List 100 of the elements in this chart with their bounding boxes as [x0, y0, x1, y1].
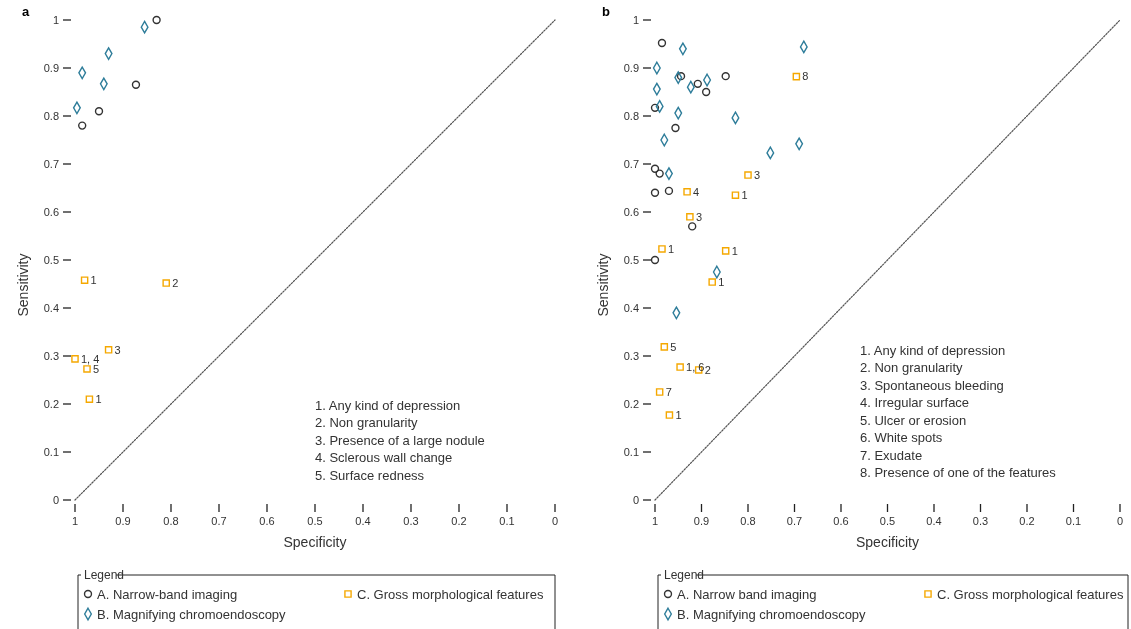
annotation: 1 [95, 393, 102, 406]
y-tick-label: 0.8 [623, 109, 639, 122]
legend-label: C. Gross morphological features [357, 586, 544, 602]
y-tick-label: 0.5 [43, 253, 59, 266]
point [152, 15, 161, 25]
annotation: 2. Non granularity [860, 360, 964, 376]
annotation: 4. Irregular surface [860, 395, 970, 411]
annotation: 1 [741, 189, 748, 202]
annotation: 1, 4 [81, 352, 100, 365]
point [721, 71, 730, 81]
point [686, 213, 694, 221]
point [658, 245, 666, 253]
annotation: 3 [754, 168, 761, 181]
y-tick-label: 0.2 [623, 397, 639, 410]
y-tick-label: 0.1 [43, 445, 59, 458]
legend-label: A. Narrow band imaging [677, 586, 817, 602]
annotation: 5 [670, 340, 677, 353]
x-tick-label: 0.4 [355, 515, 371, 527]
point [671, 123, 680, 133]
x-tick-label: 0.6 [259, 515, 275, 527]
y-tick-label: 0.7 [43, 157, 59, 170]
annotation: 3 [114, 343, 121, 356]
point [655, 169, 664, 178]
point [85, 395, 94, 403]
point [78, 121, 87, 130]
x-tick-label: 0.5 [879, 515, 896, 527]
point [650, 188, 660, 197]
y-tick-label: 0.5 [623, 253, 639, 266]
x-tick-label: 0.7 [211, 515, 227, 527]
y-tick-label: 0.1 [623, 445, 639, 458]
annotation: 6. White spots [860, 430, 943, 446]
annotation: 7 [665, 385, 672, 398]
y-tick-label: 1 [52, 13, 59, 26]
legend-label: A. Narrow-band imaging [97, 586, 238, 602]
x-tick-label: 0.2 [451, 515, 467, 527]
annotation: 8 [802, 70, 809, 83]
annotation: 3. Presence of a large nodule [315, 432, 485, 448]
y-tick-label: 0.9 [623, 61, 639, 74]
annotation: 1 [675, 408, 682, 421]
x-tick-label: 0.6 [833, 515, 849, 527]
annotation: 5. Surface redness [315, 467, 425, 483]
x-tick-label: 0.4 [926, 515, 942, 527]
y-tick-label: 0.6 [43, 205, 59, 218]
annotation: 1 [731, 244, 738, 257]
legend-label: B. Magnifying chromoendoscopy [97, 606, 287, 622]
chart-title: b [602, 4, 610, 19]
x-tick-label: 0.2 [1019, 515, 1035, 527]
point [71, 355, 79, 363]
point [693, 79, 702, 89]
legend-label: B. Magnifying chromoendoscopy [677, 606, 867, 622]
y-tick-label: 1 [632, 13, 639, 26]
y-tick-label: 0.3 [623, 349, 639, 362]
x-tick-label: 0.9 [115, 515, 131, 527]
y-tick-label: 0.6 [623, 205, 639, 218]
y-tick-label: 0.9 [43, 61, 59, 74]
point [94, 107, 104, 116]
annotation: 2 [704, 363, 711, 376]
annotation: 1 [718, 275, 725, 288]
x-tick-label: 0.8 [163, 515, 179, 527]
point [676, 363, 684, 371]
x-tick-label: 0.1 [499, 515, 515, 527]
point [650, 255, 660, 265]
y-tick-label: 0.8 [43, 109, 59, 122]
chart-title: a [22, 4, 30, 19]
x-tick-label: 0.7 [786, 515, 803, 527]
y-tick-label: 0.2 [43, 397, 59, 410]
y-tick-label: 0.4 [43, 301, 59, 314]
point [792, 72, 801, 81]
x-axis-title: Specificity [855, 534, 920, 550]
annotation: 1. Any kind of depression [860, 342, 1006, 358]
annotation: 1. Any kind of depression [315, 397, 461, 413]
point [665, 411, 674, 419]
point [688, 222, 697, 231]
x-tick-label: 0.9 [693, 515, 710, 527]
point [131, 80, 141, 89]
legend-label: C. Gross morphological features [937, 586, 1124, 602]
point [664, 186, 674, 196]
point [657, 38, 667, 48]
y-tick-label: 0.3 [43, 349, 59, 362]
point [683, 188, 691, 196]
x-tick-label: 0.1 [1065, 515, 1082, 527]
y-axis-title: Sensitivity [595, 253, 611, 317]
point [104, 345, 113, 354]
x-tick-label: 0.8 [740, 515, 756, 527]
x-tick-label: 0.5 [307, 515, 323, 527]
y-axis-title: Sensitivity [15, 253, 31, 317]
y-tick-label: 0.4 [623, 301, 639, 314]
y-tick-label: 0.7 [623, 157, 639, 170]
point [162, 279, 170, 287]
x-tick-label: 0.3 [403, 515, 419, 527]
point [650, 103, 660, 113]
annotation: 2 [172, 276, 179, 289]
point [660, 343, 669, 351]
x-axis-title: Specificity [283, 534, 347, 550]
annotation: 1 [667, 242, 675, 255]
x-tick-label: 0.3 [972, 515, 989, 527]
point [650, 164, 660, 173]
point [701, 87, 711, 97]
point [655, 388, 664, 396]
point [721, 247, 730, 255]
